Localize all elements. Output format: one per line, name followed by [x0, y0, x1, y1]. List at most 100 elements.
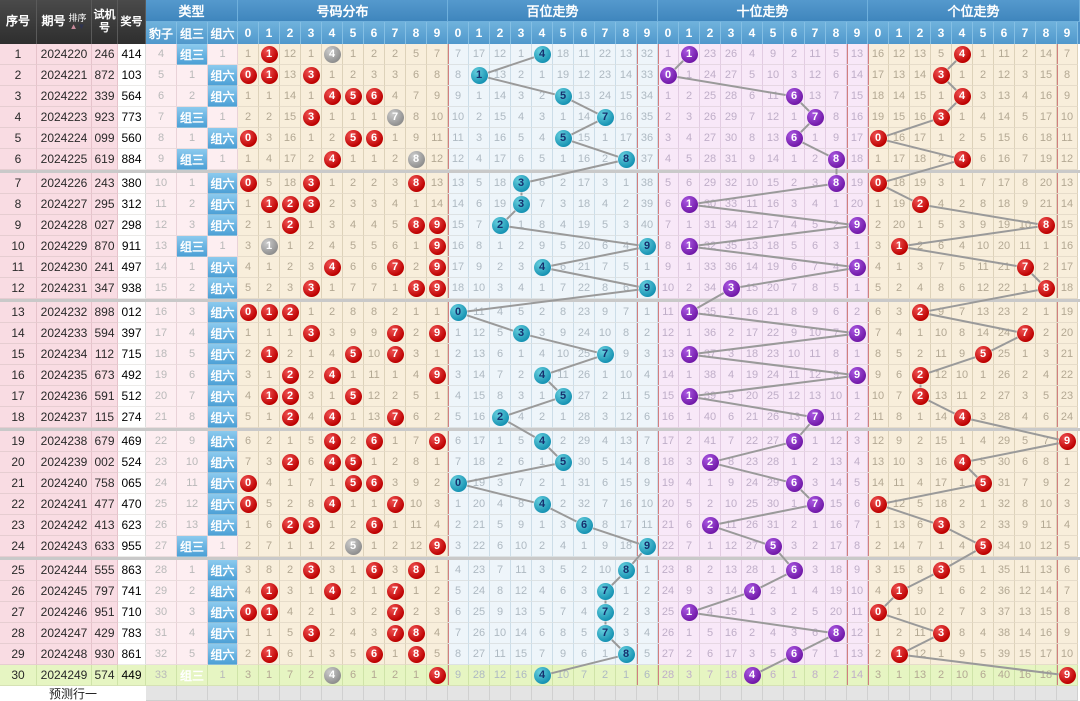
units-digit-circle: 5 — [974, 474, 992, 492]
sort-desc-icon[interactable]: ▼ — [77, 22, 86, 32]
dist-cell: 1 — [259, 44, 280, 65]
units-cell: 8 — [1036, 452, 1057, 473]
units-digit-circle: 7 — [1016, 258, 1034, 276]
units-cell: 3 — [868, 236, 889, 257]
hundreds-cell: 6 — [511, 149, 532, 170]
dist-cell: 7 — [385, 623, 406, 644]
hundreds-cell: 2 — [553, 173, 574, 194]
tens-cell: 5 — [784, 236, 805, 257]
units-cell: 9 — [952, 644, 973, 665]
dist-cell: 2 — [385, 536, 406, 557]
tens-digit-circle: 0 — [659, 66, 677, 84]
hundreds-cell: 2 — [595, 386, 616, 407]
hundreds-digit-circle: 9 — [638, 537, 656, 555]
hundreds-cell: 2 — [532, 536, 553, 557]
sort-icons[interactable]: ▲▼ — [70, 23, 86, 31]
hundreds-cell: 23 — [469, 560, 490, 581]
units-cell: 7 — [889, 386, 910, 407]
tens-cell: 12 — [763, 107, 784, 128]
prize-digit-circle: 5 — [344, 387, 362, 405]
dist-cell: 1 — [301, 215, 322, 236]
units-cell: 2 — [910, 431, 931, 452]
tens-cell: 17 — [826, 536, 847, 557]
tens-cell: 6 — [784, 128, 805, 149]
units-cell: 40 — [994, 665, 1015, 686]
type-cell: 5 — [177, 644, 208, 665]
tens-cell: 28 — [721, 86, 742, 107]
units-cell: 5 — [973, 344, 994, 365]
dist-cell: 4 — [259, 473, 280, 494]
units-cell: 24 — [994, 323, 1015, 344]
prize-cell: 497 — [118, 257, 146, 278]
prize-cell: 863 — [118, 560, 146, 581]
dist-cell: 2 — [238, 215, 259, 236]
header-group-units: 个位走势 — [868, 0, 1080, 22]
dist-cell: 3 — [301, 323, 322, 344]
prediction-cell — [301, 686, 322, 701]
prize-cell: 274 — [118, 407, 146, 428]
dist-cell: 1 — [259, 407, 280, 428]
hundreds-cell: 9 — [511, 515, 532, 536]
dist-cell: 1 — [427, 386, 448, 407]
tens-cell: 3 — [700, 581, 721, 602]
header-digit: 4 — [952, 22, 973, 44]
units-digit-circle: 3 — [932, 516, 950, 534]
hundreds-cell: 8 — [616, 149, 637, 170]
tens-cell: 11 — [658, 302, 679, 323]
dist-cell: 9 — [427, 278, 448, 299]
prize-digit-circle: 1 — [260, 603, 278, 621]
hundreds-cell: 17 — [574, 173, 595, 194]
hundreds-digit-circle: 4 — [533, 432, 551, 450]
period-cell: 2024244 — [37, 560, 92, 581]
units-cell: 14 — [1036, 44, 1057, 65]
dist-cell: 1 — [385, 278, 406, 299]
hundreds-cell: 8 — [490, 386, 511, 407]
units-cell: 8 — [952, 623, 973, 644]
dist-cell: 3 — [385, 560, 406, 581]
tens-cell: 29 — [763, 473, 784, 494]
dist-cell: 1 — [406, 194, 427, 215]
sort-control[interactable]: 排序 ▲▼ — [69, 13, 87, 31]
units-digit-circle: 3 — [932, 624, 950, 642]
tens-cell: 37 — [700, 344, 721, 365]
repeat-digit-circle: 7 — [386, 108, 404, 126]
header-digit: 9 — [427, 22, 448, 44]
units-cell: 2 — [910, 365, 931, 386]
type-cell: 2 — [177, 194, 208, 215]
dist-cell: 3 — [301, 107, 322, 128]
tens-cell: 40 — [700, 407, 721, 428]
dist-cell: 13 — [427, 173, 448, 194]
tens-cell: 20 — [763, 278, 784, 299]
units-cell: 14 — [889, 86, 910, 107]
tens-cell: 1 — [847, 278, 868, 299]
units-cell: 6 — [931, 236, 952, 257]
hundreds-cell: 3 — [511, 86, 532, 107]
dist-cell: 4 — [322, 44, 343, 65]
sort-asc-icon[interactable]: ▲ — [69, 22, 78, 32]
tens-cell: 38 — [700, 365, 721, 386]
type-cell: 1 — [208, 236, 238, 257]
dist-cell: 4 — [322, 581, 343, 602]
hundreds-cell: 36 — [637, 128, 658, 149]
dist-cell: 4 — [427, 515, 448, 536]
tens-cell: 7 — [805, 407, 826, 428]
tens-cell: 14 — [826, 473, 847, 494]
hundreds-cell: 9 — [553, 323, 574, 344]
prize-digit-circle: 6 — [365, 432, 383, 450]
prize-cell: 012 — [118, 302, 146, 323]
tens-cell: 6 — [784, 473, 805, 494]
header-digit: 8 — [406, 22, 427, 44]
table-row: 3 2024222 339 564 6 2 组六 1 1 14 1 4 5 6 4 7 9 9 1 14 3 2 5 13 24… — [0, 86, 1080, 107]
period-cell: 2024249 — [37, 665, 92, 686]
units-cell: 3 — [973, 602, 994, 623]
dist-cell: 2 — [343, 581, 364, 602]
dist-cell: 3 — [427, 494, 448, 515]
hundreds-cell: 40 — [637, 215, 658, 236]
tens-digit-circle: 6 — [785, 87, 803, 105]
dist-cell: 9 — [427, 236, 448, 257]
dist-cell: 6 — [343, 665, 364, 686]
tens-cell: 14 — [721, 581, 742, 602]
tens-digit-circle: 8 — [827, 624, 845, 642]
dist-cell: 5 — [343, 86, 364, 107]
prize-digit-circle: 4 — [323, 258, 341, 276]
